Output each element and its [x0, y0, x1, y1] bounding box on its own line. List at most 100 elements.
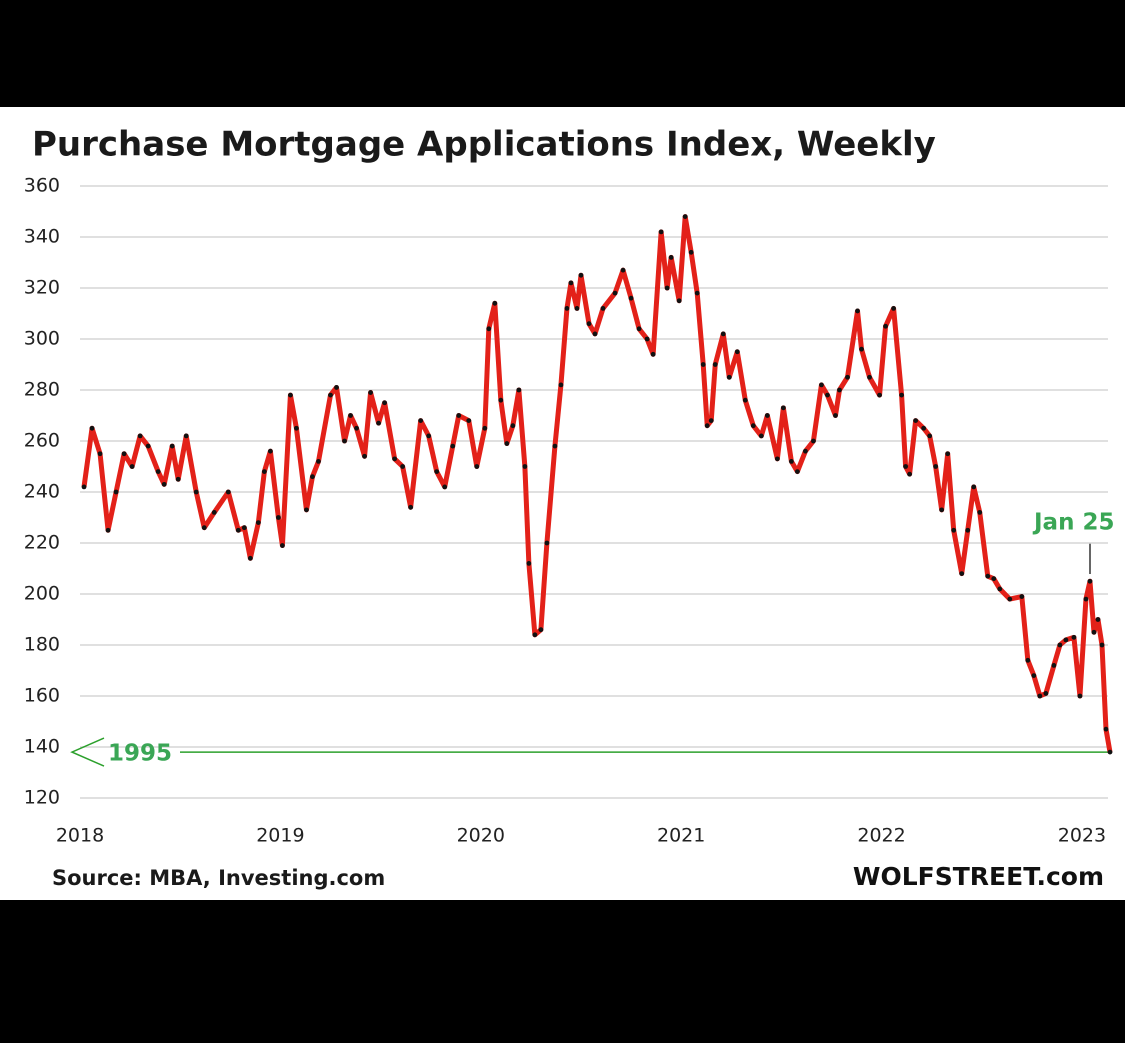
data-point: [516, 387, 522, 393]
data-point: [1031, 673, 1037, 678]
data-point: [764, 413, 770, 418]
data-point: [1037, 693, 1043, 699]
data-point: [708, 418, 714, 423]
data-point: [522, 464, 528, 469]
data-point: [544, 540, 550, 546]
data-point: [193, 489, 199, 495]
data-point: [400, 464, 406, 469]
data-point: [891, 306, 896, 311]
data-point: [951, 527, 957, 533]
data-point: [977, 510, 983, 515]
data-point: [456, 413, 462, 418]
data-point: [774, 456, 780, 462]
data-point: [450, 443, 456, 449]
data-point: [845, 374, 850, 380]
source: Source: MBA, Investing.com: [52, 866, 385, 890]
data-point: [574, 306, 580, 311]
data-point: [985, 573, 991, 579]
data-point: [538, 627, 544, 633]
data-point: [833, 413, 838, 418]
x-tick-label: 2018: [56, 825, 104, 847]
data-point: [183, 433, 189, 439]
data-point: [288, 392, 293, 398]
data-point: [788, 459, 794, 464]
data-point: [241, 525, 247, 531]
data-point: [89, 425, 95, 431]
data-point: [247, 555, 253, 561]
y-tick-label: 140: [24, 736, 60, 758]
data-point: [532, 632, 538, 638]
brand: WOLFSTREET.com: [853, 862, 1104, 891]
data-point: [1057, 642, 1063, 648]
data-point: [688, 249, 694, 255]
data-point: [913, 418, 919, 423]
data-point: [376, 420, 381, 426]
series-line: [81, 214, 1113, 753]
data-point: [316, 459, 321, 464]
data-point: [971, 484, 977, 490]
data-point: [959, 571, 965, 576]
data-point: [1095, 617, 1101, 622]
data-point: [1019, 594, 1025, 599]
data-point: [1091, 629, 1097, 635]
data-point: [408, 504, 414, 510]
data-point: [310, 474, 315, 480]
data-point: [644, 336, 650, 342]
data-point: [482, 425, 488, 431]
data-point: [712, 362, 718, 367]
data-point: [726, 374, 732, 380]
data-point: [927, 433, 933, 439]
data-point: [819, 382, 824, 388]
data-point: [137, 433, 143, 439]
y-tick-label: 260: [24, 430, 60, 452]
data-point: [492, 300, 498, 306]
data-point: [211, 510, 217, 515]
data-point: [945, 451, 951, 457]
data-point: [578, 272, 584, 278]
data-point: [758, 433, 764, 439]
data-point: [1107, 749, 1113, 755]
data-point: [668, 255, 674, 260]
data-point: [558, 382, 564, 388]
data-point: [586, 321, 592, 327]
data-point: [568, 280, 574, 286]
data-point: [704, 423, 710, 429]
data-point: [97, 451, 103, 457]
data-point: [426, 433, 432, 439]
data-point: [734, 349, 740, 355]
data-point: [368, 390, 373, 395]
y-tick-label: 240: [24, 481, 60, 503]
data-point: [877, 392, 882, 398]
data-point: [636, 326, 642, 332]
x-tick-label: 2020: [457, 825, 505, 847]
data-point: [486, 326, 492, 332]
data-point: [155, 469, 161, 474]
data-point: [1099, 642, 1105, 648]
data-point: [294, 425, 299, 431]
data-point: [903, 464, 909, 469]
data-point: [113, 489, 119, 495]
annotation: Jan 25: [1032, 510, 1114, 536]
data-point: [261, 469, 267, 474]
data-point: [991, 576, 997, 582]
reference-label: 1995: [108, 741, 172, 767]
data-point: [342, 438, 347, 444]
data-point: [328, 392, 333, 398]
data-point: [1083, 596, 1089, 602]
data-point: [392, 456, 398, 462]
data-point: [883, 323, 888, 329]
data-point: [939, 507, 945, 513]
x-tick-label: 2023: [1058, 825, 1106, 847]
data-point: [612, 290, 618, 296]
data-point: [1103, 726, 1109, 732]
x-tick-label: 2022: [857, 825, 905, 847]
data-point: [504, 441, 510, 446]
y-tick-label: 180: [24, 634, 60, 656]
data-point: [418, 418, 424, 423]
data-point: [600, 306, 606, 311]
data-point: [275, 515, 281, 520]
data-point: [899, 392, 904, 398]
y-tick-label: 160: [24, 685, 60, 707]
